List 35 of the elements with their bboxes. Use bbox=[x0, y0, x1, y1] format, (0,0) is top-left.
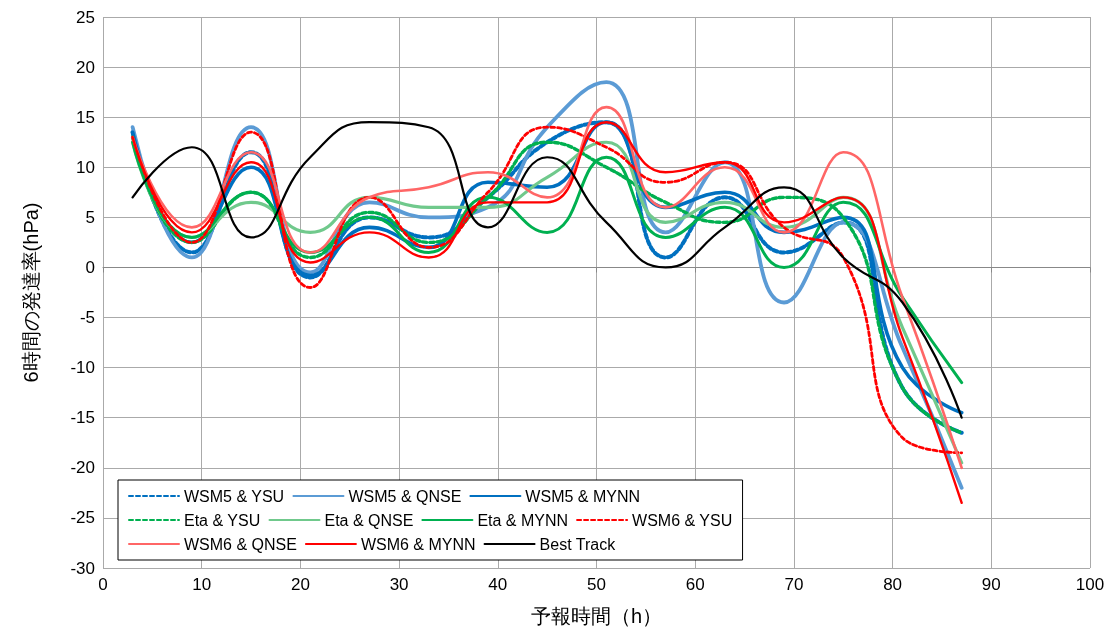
legend-label: WSM6 & MYNN bbox=[360, 535, 476, 553]
y-tick-label: -5 bbox=[79, 308, 95, 328]
x-tick-label: 20 bbox=[290, 575, 310, 594]
y-tick-label: -15 bbox=[70, 408, 95, 428]
y-tick-label: 0 bbox=[85, 257, 95, 277]
legend-label: Eta & QNSE bbox=[324, 511, 414, 529]
y-tick-label: 20 bbox=[76, 57, 95, 77]
x-tick-label: 40 bbox=[488, 575, 508, 594]
legend-label: WSM5 & YSU bbox=[184, 487, 285, 505]
x-tick-label: 90 bbox=[981, 575, 1001, 594]
y-tick-label: -10 bbox=[70, 358, 95, 378]
y-axis-title: 6時間の発達率(hPa) bbox=[20, 202, 42, 383]
y-tick-label: 10 bbox=[76, 157, 95, 177]
x-axis-title: 予報時間（h） bbox=[530, 605, 663, 627]
x-tick-label: 30 bbox=[389, 575, 409, 594]
x-tick-label: 10 bbox=[192, 575, 212, 594]
x-tick-label: 100 bbox=[1075, 575, 1105, 594]
x-tick-label: 60 bbox=[685, 575, 705, 594]
legend-label: WSM5 & MYNN bbox=[525, 487, 641, 505]
y-tick-label: 25 bbox=[76, 7, 95, 27]
legend-label: WSM5 & QNSE bbox=[348, 487, 462, 505]
legend-label: WSM6 & QNSE bbox=[184, 535, 297, 553]
x-tick-label: 70 bbox=[784, 575, 804, 594]
legend-label: Eta & MYNN bbox=[477, 511, 569, 529]
y-tick-label: -20 bbox=[70, 458, 95, 478]
x-tick-label: 0 bbox=[98, 575, 108, 594]
x-tick-label: 50 bbox=[587, 575, 606, 594]
legend-label: Eta & YSU bbox=[184, 511, 261, 529]
y-tick-label: 15 bbox=[76, 107, 95, 127]
x-tick-label: 80 bbox=[883, 575, 903, 594]
legend-label: Best Track bbox=[539, 535, 617, 553]
y-tick-label: -30 bbox=[70, 558, 95, 578]
legend-label: WSM6 & YSU bbox=[632, 511, 733, 529]
y-tick-label: 5 bbox=[85, 207, 95, 227]
y-tick-label: -25 bbox=[70, 508, 95, 528]
